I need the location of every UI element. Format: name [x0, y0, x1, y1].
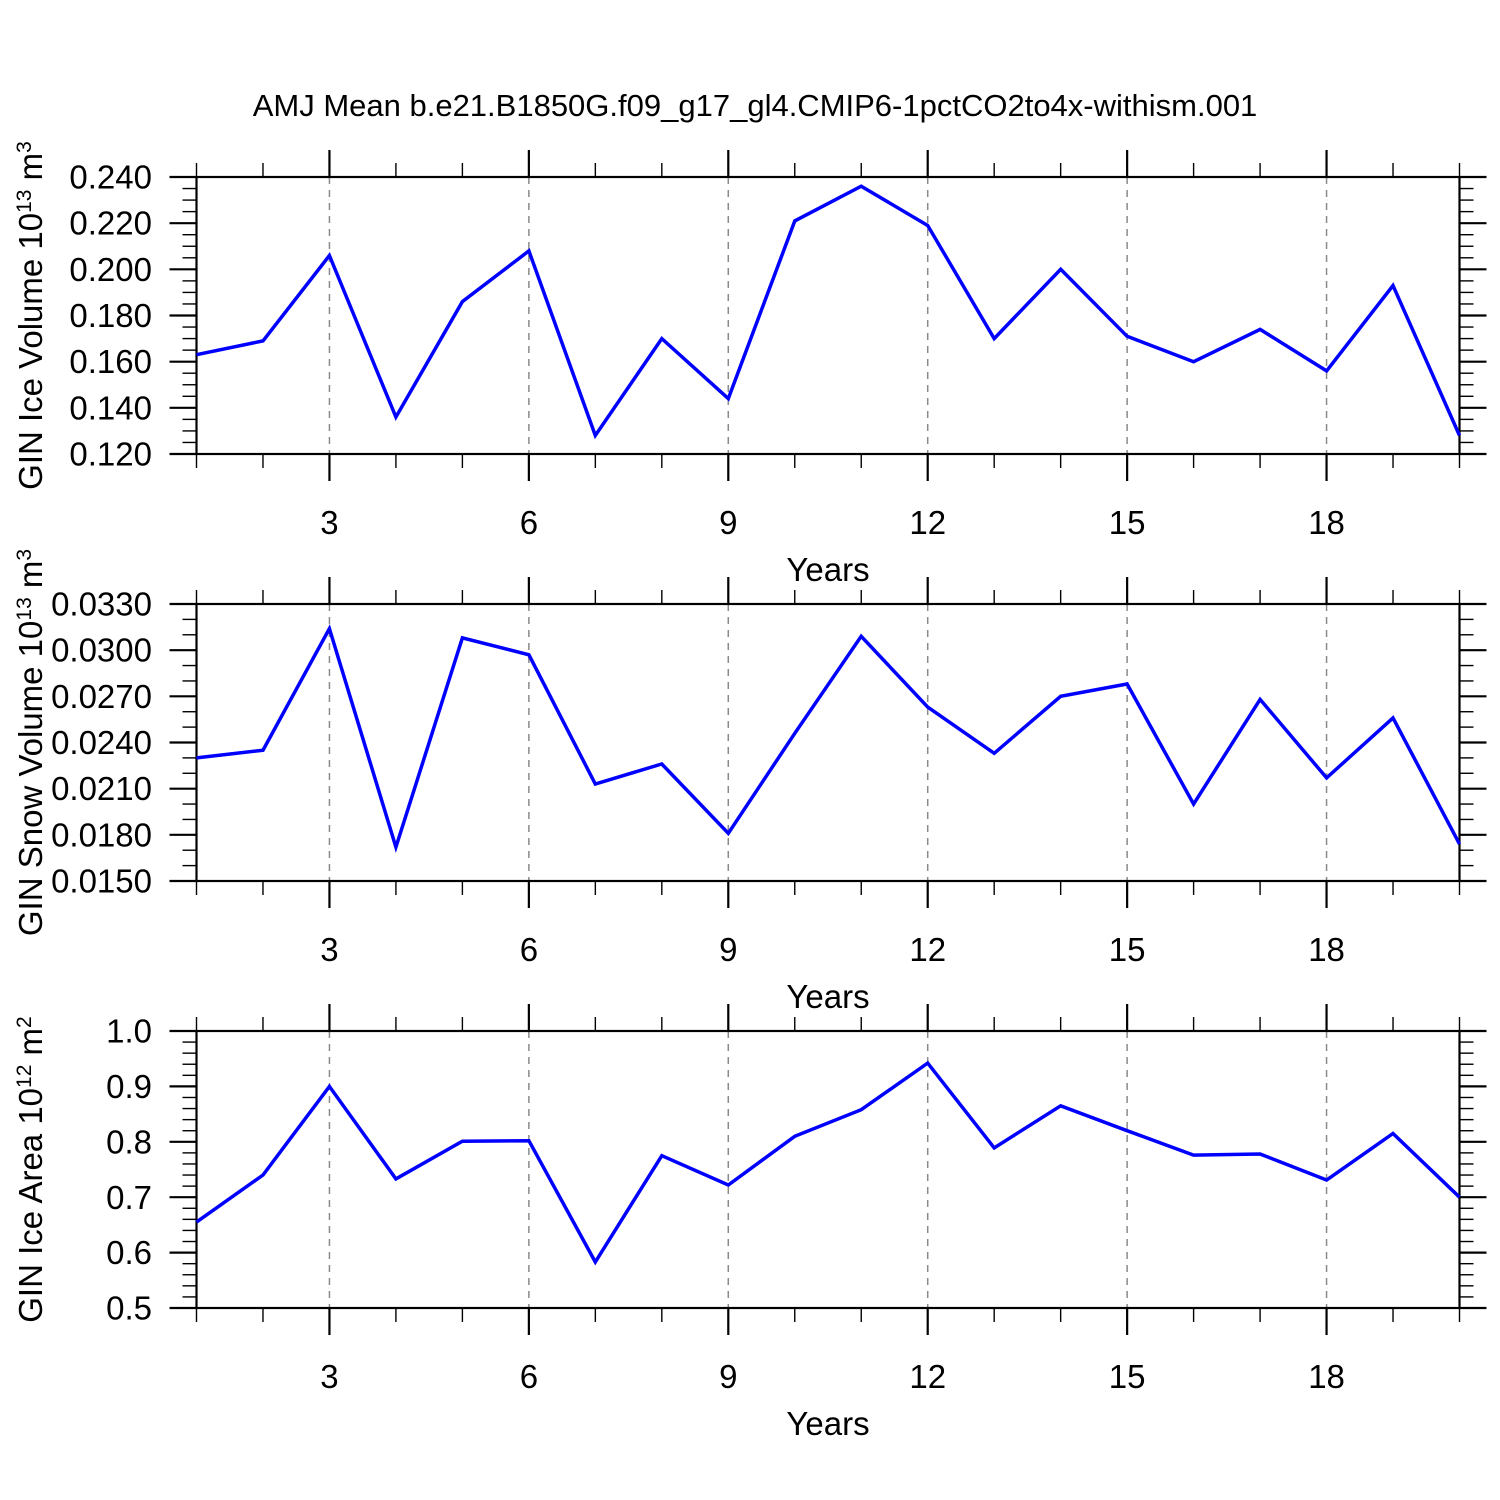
y-tick-label: 0.0270 [51, 678, 152, 715]
y-axis-title: GIN Ice Area 1012 m2 [12, 1016, 49, 1323]
y-tick-label: 0.6 [106, 1234, 152, 1271]
y-axis-title-sup: 12 [13, 1065, 36, 1088]
y-tick-label: 0.140 [69, 389, 152, 426]
y-tick-label: 0.180 [69, 297, 152, 334]
x-tick-label: 15 [1109, 1358, 1146, 1395]
data-line [196, 624, 1462, 853]
x-tick-label: 12 [909, 504, 946, 541]
chart-gin-ice-area: 0.5 0.6 0.7 0.8 0.9 1.0 3 6 9 12 15 18 Years GIN Ice … [12, 1004, 1487, 1442]
x-tick-label: 18 [1308, 504, 1345, 541]
y-tick-label: 0.0210 [51, 770, 152, 807]
y-axis-title-part: m [12, 153, 49, 190]
y-tick-label: 0.220 [69, 205, 152, 242]
y-axis-title-sup: 3 [13, 141, 36, 153]
y-tick-label: 0.9 [106, 1068, 152, 1105]
y-axis-title-part: GIN Snow Volume 10 [12, 621, 49, 937]
x-tick-label: 6 [520, 931, 538, 968]
x-tick-label: 6 [520, 1358, 538, 1395]
y-tick-label: 0.0180 [51, 816, 152, 853]
plot-frame [195, 602, 1461, 883]
y-axis-title-sup: 13 [13, 597, 36, 620]
y-axis-title-part: m [12, 561, 49, 598]
y-tick-label: 0.5 [106, 1290, 152, 1327]
y-tick-label: 0.160 [69, 343, 152, 380]
y-axis-title-sup: 2 [13, 1016, 36, 1028]
x-tick-label: 12 [909, 931, 946, 968]
y-tick-label: 0.240 [69, 159, 152, 196]
y-axis-title-part: m [12, 1028, 49, 1065]
data-line [196, 184, 1462, 440]
x-tick-label: 15 [1109, 931, 1146, 968]
y-axis-title-sup: 3 [13, 549, 36, 561]
x-tick-label: 18 [1308, 1358, 1345, 1395]
y-axis-title: GIN Ice Volume 1013 m3 [12, 141, 49, 490]
y-axis-title-part: GIN Ice Area 10 [12, 1088, 49, 1323]
y-axis-title-part: GIN Ice Volume 10 [12, 213, 49, 490]
x-tick-label: 9 [719, 504, 737, 541]
x-tick-label: 3 [320, 1358, 338, 1395]
plot-frame [195, 175, 1461, 456]
x-tick-label: 6 [520, 504, 538, 541]
x-axis-title: Years [786, 978, 869, 1015]
y-tick-label: 0.0150 [51, 863, 152, 900]
y-tick-label: 0.0240 [51, 724, 152, 761]
chart-gin-ice-volume: 0.120 0.140 0.160 0.180 0.200 0.220 0.240 3 6 9 12… [12, 141, 1487, 588]
x-tick-label: 9 [719, 1358, 737, 1395]
y-axis-title: GIN Snow Volume 1013 m3 [12, 549, 49, 936]
x-tick-label: 3 [320, 504, 338, 541]
y-tick-label: 1.0 [106, 1013, 152, 1050]
plot-frame [195, 1029, 1461, 1310]
y-tick-label: 0.8 [106, 1123, 152, 1160]
x-tick-label: 3 [320, 931, 338, 968]
chart-gin-snow-volume: 0.0150 0.0180 0.0210 0.0240 0.0270 0.0300 0.03… [12, 549, 1487, 1015]
y-tick-label: 0.0330 [51, 586, 152, 623]
x-axis-title: Years [786, 1405, 869, 1442]
x-tick-label: 9 [719, 931, 737, 968]
x-axis-title: Years [786, 551, 869, 588]
y-tick-label: 0.200 [69, 251, 152, 288]
y-tick-label: 0.120 [69, 436, 152, 473]
y-tick-label: 0.7 [106, 1179, 152, 1216]
data-line [195, 1060, 1461, 1266]
x-tick-label: 12 [909, 1358, 946, 1395]
page-title: AMJ Mean b.e21.B1850G.f09_g17_gl4.CMIP6-… [252, 88, 1258, 123]
x-tick-label: 18 [1308, 931, 1345, 968]
y-tick-label: 0.0300 [51, 632, 152, 669]
x-tick-label: 15 [1109, 504, 1146, 541]
y-axis-title-sup: 13 [13, 190, 36, 213]
